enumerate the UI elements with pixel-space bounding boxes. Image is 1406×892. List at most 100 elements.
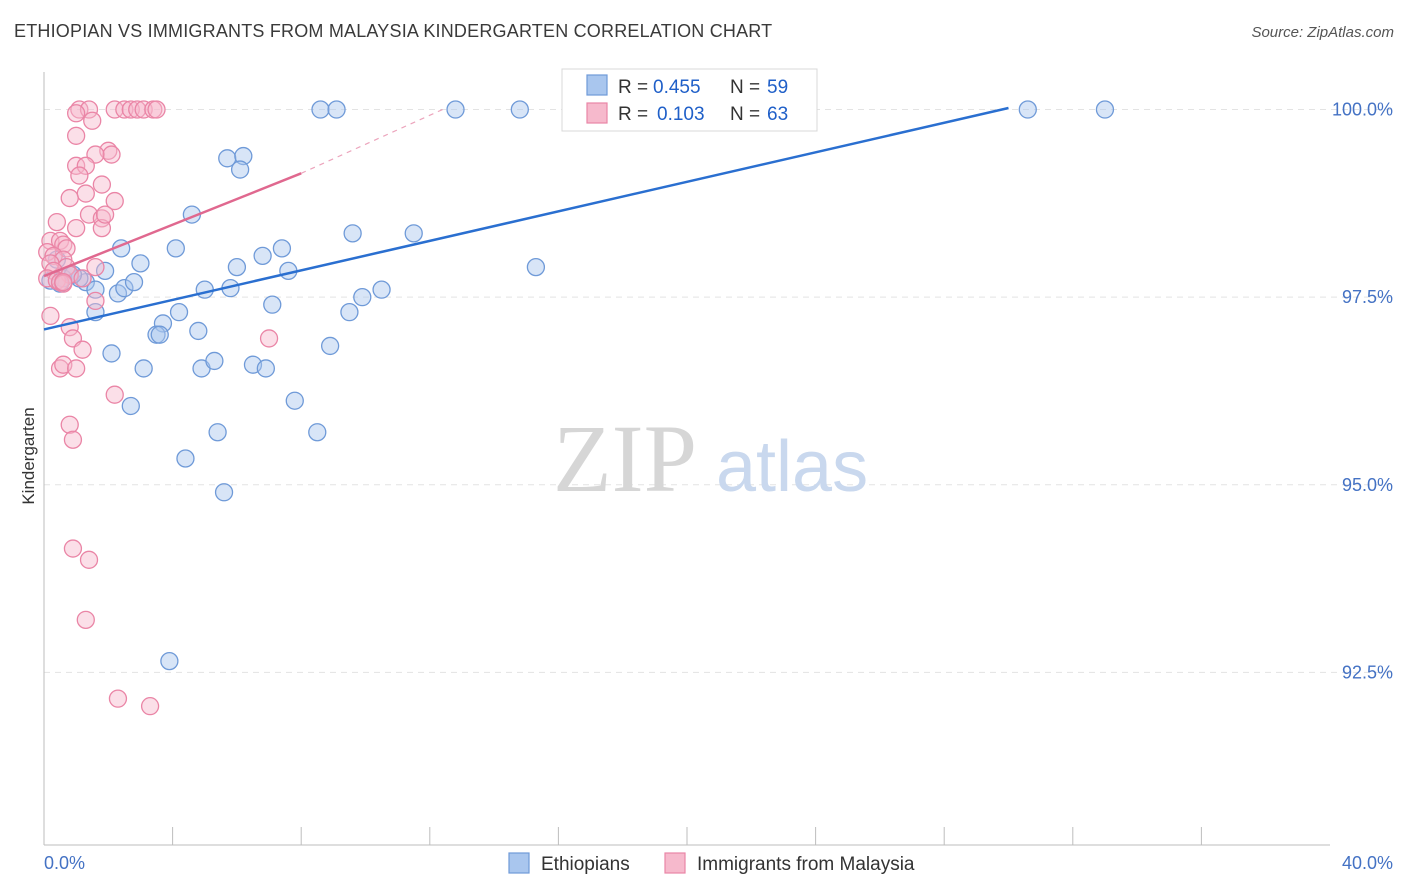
bottom-legend-swatch-ethiopians	[508, 852, 530, 874]
point-ethiopians	[234, 146, 253, 166]
point-malaysia	[105, 385, 124, 404]
point-ethiopians	[150, 325, 169, 344]
point-ethiopians	[526, 257, 546, 277]
point-ethiopians	[227, 257, 247, 277]
point-ethiopians	[230, 160, 250, 179]
point-malaysia	[140, 697, 160, 716]
point-ethiopians	[404, 224, 423, 243]
point-malaysia	[67, 126, 86, 145]
point-malaysia	[60, 415, 79, 434]
watermark: ZIP atlas	[553, 405, 868, 512]
point-malaysia	[73, 340, 92, 359]
point-ethiopians	[121, 396, 140, 416]
point-ethiopians	[510, 100, 529, 119]
point-malaysia	[86, 257, 105, 277]
point-ethiopians	[343, 224, 362, 243]
point-malaysia	[95, 205, 115, 224]
trend-line-ethiopians	[43, 106, 1009, 331]
point-ethiopians	[176, 449, 195, 468]
legend-n-label-2: N =	[730, 104, 760, 125]
watermark-atlas: atlas	[716, 427, 868, 507]
trend-line-malaysia-extension	[300, 107, 447, 174]
bottom-legend-label-ethiopians: Ethiopians	[541, 854, 630, 875]
point-malaysia	[105, 100, 124, 119]
series-legend: Ethiopians Immigrants from Malaysia	[508, 852, 915, 875]
point-ethiopians	[102, 344, 121, 363]
point-malaysia	[121, 100, 140, 119]
point-malaysia	[63, 430, 83, 449]
legend-n-value-1: 59	[767, 77, 788, 98]
legend-r-value-1: 0.455	[653, 77, 701, 98]
y-tick-label: 100.0%	[1332, 100, 1393, 120]
point-malaysia	[105, 191, 124, 211]
grid-lines	[44, 109, 1392, 673]
point-malaysia	[60, 188, 79, 208]
point-ethiopians	[95, 261, 115, 281]
point-ethiopians	[285, 391, 304, 410]
point-ethiopians	[214, 483, 234, 502]
point-ethiopians	[256, 359, 275, 378]
point-ethiopians	[1095, 100, 1115, 119]
point-ethiopians	[169, 303, 189, 322]
watermark-zip: ZIP	[553, 405, 697, 512]
point-ethiopians	[1018, 100, 1037, 119]
point-malaysia	[47, 212, 67, 232]
axes	[43, 72, 1330, 846]
point-ethiopians	[320, 336, 340, 356]
point-ethiopians	[134, 359, 153, 378]
stats-legend: R = 0.455 N = 59 R = 0.103 N = 63	[561, 68, 818, 132]
point-malaysia	[134, 100, 153, 119]
legend-swatch-ethiopians	[586, 74, 608, 96]
point-ethiopians	[372, 280, 391, 299]
point-ethiopians	[208, 423, 227, 442]
point-malaysia	[67, 104, 86, 123]
trend-lines	[43, 106, 1009, 331]
y-tick-label: 92.5%	[1342, 662, 1393, 682]
point-ethiopians	[166, 239, 185, 258]
legend-n-value-2: 63	[767, 104, 788, 125]
point-malaysia	[259, 329, 279, 348]
point-malaysia	[54, 272, 73, 292]
point-malaysia	[92, 218, 112, 238]
point-ethiopians	[446, 100, 465, 119]
legend-r-value-2: 0.103	[657, 104, 705, 125]
point-malaysia	[102, 145, 121, 164]
point-ethiopians	[205, 351, 224, 371]
point-malaysia	[76, 610, 95, 630]
source-credit: Source: ZipAtlas.com	[1251, 24, 1394, 41]
legend-r-label-1: R =	[618, 77, 648, 98]
point-ethiopians	[195, 280, 214, 299]
point-ethiopians	[311, 100, 330, 119]
point-malaysia	[128, 100, 147, 119]
point-malaysia	[67, 156, 86, 175]
point-ethiopians	[124, 272, 144, 292]
y-tick-label: 95.0%	[1342, 475, 1393, 495]
bottom-legend-swatch-malaysia	[664, 852, 686, 874]
trend-line-malaysia	[43, 172, 302, 278]
point-ethiopians	[340, 303, 359, 322]
y-tick-labels: 92.5% 95.0% 97.5% 100.0%	[1332, 100, 1393, 683]
point-ethiopians	[131, 254, 150, 273]
point-malaysia	[147, 100, 166, 119]
point-malaysia	[63, 539, 83, 558]
point-malaysia	[67, 218, 86, 238]
y-tick-label: 97.5%	[1342, 287, 1393, 307]
x-tick-label-min: 0.0%	[44, 853, 85, 873]
chart-title: ETHIOPIAN VS IMMIGRANTS FROM MALAYSIA KI…	[14, 21, 773, 41]
point-ethiopians	[253, 246, 272, 266]
point-malaysia	[76, 156, 95, 175]
point-ethiopians	[115, 278, 134, 298]
point-ethiopians	[160, 651, 179, 671]
point-malaysia	[70, 166, 89, 185]
x-tick-label-max: 40.0%	[1342, 853, 1393, 873]
bottom-legend-label-malaysia: Immigrants from Malaysia	[697, 854, 915, 875]
point-malaysia	[108, 689, 128, 708]
point-malaysia	[79, 550, 99, 569]
point-malaysia	[41, 306, 60, 326]
point-ethiopians	[272, 239, 292, 258]
point-malaysia	[92, 175, 112, 194]
point-ethiopians	[153, 314, 173, 333]
legend-n-label-1: N =	[730, 77, 760, 98]
point-malaysia	[86, 291, 105, 311]
